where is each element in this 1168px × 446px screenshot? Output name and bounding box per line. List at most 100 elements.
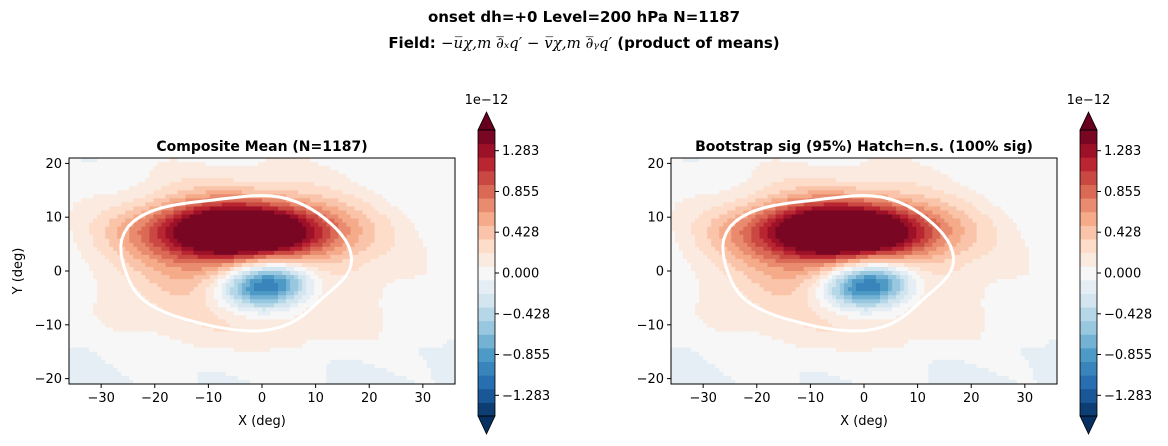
colorbar-band (478, 198, 495, 213)
x-tick-label: 0 (860, 391, 868, 406)
y-tick-label: 10 (647, 211, 664, 226)
colorbar-band (478, 252, 495, 267)
chart-panel-1: −30 −20 −10 0 10 20 30 −20 −10 0 10 20 Composite Mea… (11, 93, 550, 435)
y-tick-label: −20 (637, 372, 664, 387)
panel-title: Composite Mean (N=1187) (156, 139, 367, 155)
colorbar-band (478, 143, 495, 158)
colorbar-tick-label: −1.283 (502, 389, 550, 404)
colorbar-tick-label: −0.428 (1104, 307, 1152, 322)
x-tick-label: −20 (743, 391, 770, 406)
colorbar-band (478, 293, 495, 308)
heatmap-field (671, 158, 1058, 385)
figure-title-field-prefix: Field: (388, 34, 441, 52)
colorbar-band (1080, 361, 1097, 376)
colorbar-band (1080, 388, 1097, 403)
x-tick-label: −30 (87, 391, 114, 406)
colorbar-offset-label: 1e−12 (465, 93, 509, 108)
colorbar-tick-label: 1.283 (502, 144, 539, 159)
colorbar-extend-max (477, 111, 496, 131)
colorbar-band (478, 402, 495, 417)
colorbar-extend-min (1079, 415, 1098, 435)
y-axis-label: Y (deg) (11, 248, 26, 296)
y-tick-label: 20 (647, 157, 664, 172)
x-tick-label: 30 (1017, 391, 1034, 406)
x-tick-label: −30 (689, 391, 716, 406)
y-tick-label: 0 (54, 265, 62, 280)
x-tick-label: −10 (797, 391, 824, 406)
colorbar-band (1080, 170, 1097, 185)
colorbar: 1.283 0.855 0.428 0.000 −0.428 −0.855 −1.283 1e… (465, 93, 550, 435)
panel-title: Bootstrap sig (95%) Hatch=n.s. (100% sig… (695, 139, 1033, 155)
y-tick-label: 20 (45, 157, 62, 172)
x-tick-label: −10 (195, 391, 222, 406)
colorbar-band (478, 211, 495, 226)
figure-title-line1: onset dh=+0 Level=200 hPa N=1187 (427, 8, 741, 26)
colorbar-extend-max (1079, 111, 1098, 131)
colorbar-tick-label: 0.428 (502, 226, 539, 241)
colorbar-band (1080, 307, 1097, 322)
colorbar-band (478, 334, 495, 349)
colorbar-band (1080, 334, 1097, 349)
colorbar-band (1080, 184, 1097, 199)
colorbar-tick-label: 0.000 (1104, 267, 1141, 282)
y-tick-label: 0 (656, 265, 664, 280)
x-axis-label: X (deg) (840, 414, 888, 429)
colorbar-offset-label: 1e−12 (1067, 93, 1111, 108)
colorbar-band (478, 320, 495, 335)
colorbar-tick-label: 0.855 (1104, 185, 1141, 200)
figure-title-field-math: −u̅χ,m ∂̅ₓq′ − v̅χ,m ∂̅ᵧq′ (440, 34, 612, 52)
x-tick-label: 20 (361, 391, 378, 406)
colorbar: 1.283 0.855 0.428 0.000 −0.428 −0.855 −1.283 1e… (1067, 93, 1152, 435)
colorbar-tick-label: −0.855 (502, 348, 550, 363)
colorbar-tick-label: 1.283 (1104, 144, 1141, 159)
x-tick-label: 30 (415, 391, 432, 406)
colorbar-tick-label: 0.000 (502, 267, 539, 282)
heatmap-field (69, 158, 456, 385)
x-axis-label: X (deg) (238, 414, 286, 429)
y-tick-label: −20 (35, 372, 62, 387)
colorbar-tick-label: 0.855 (502, 185, 539, 200)
chart-panel-2: −30 −20 −10 0 10 20 30 −20 −10 0 10 20 Bootstrap sig… (637, 93, 1152, 435)
colorbar-band (478, 266, 495, 281)
colorbar-band (478, 347, 495, 363)
colorbar-band (1080, 279, 1097, 294)
white-contour-line (721, 193, 956, 333)
colorbar-band (478, 361, 495, 376)
colorbar-band (478, 279, 495, 294)
colorbar-band (1080, 157, 1097, 172)
white-contour-line (119, 193, 354, 333)
colorbar-band (1080, 266, 1097, 281)
y-tick-label: −10 (35, 318, 62, 333)
x-tick-label: 0 (258, 391, 266, 406)
figure-title-line2: Field: −u̅χ,m ∂̅ₓq′ − v̅χ,m ∂̅ᵧq′ (produ… (0, 34, 1168, 52)
colorbar-band (1080, 320, 1097, 335)
x-tick-label: −20 (141, 391, 168, 406)
colorbar-tick-label: −1.283 (1104, 389, 1152, 404)
colorbar-band (1080, 211, 1097, 226)
colorbar-band (478, 130, 495, 145)
colorbar-band (1080, 238, 1097, 254)
y-tick-label: 10 (45, 211, 62, 226)
colorbar-band (1080, 375, 1097, 390)
colorbar-band (1080, 347, 1097, 363)
colorbar-band (478, 307, 495, 322)
colorbar-band (478, 238, 495, 254)
colorbar-band (478, 184, 495, 199)
colorbar-band (1080, 225, 1097, 240)
colorbar-band (1080, 293, 1097, 308)
colorbar-band (478, 157, 495, 172)
colorbar-tick-label: 0.428 (1104, 226, 1141, 241)
colorbar-band (1080, 252, 1097, 267)
colorbar-band (1080, 130, 1097, 145)
colorbar-band (1080, 143, 1097, 158)
colorbar-band (478, 388, 495, 403)
colorbar-extend-min (477, 415, 496, 435)
colorbar-band (478, 375, 495, 390)
colorbar-band (478, 170, 495, 185)
x-tick-label: 20 (963, 391, 980, 406)
y-tick-label: −10 (637, 318, 664, 333)
colorbar-tick-label: −0.428 (502, 307, 550, 322)
x-tick-label: 10 (909, 391, 926, 406)
colorbar-band (478, 225, 495, 240)
